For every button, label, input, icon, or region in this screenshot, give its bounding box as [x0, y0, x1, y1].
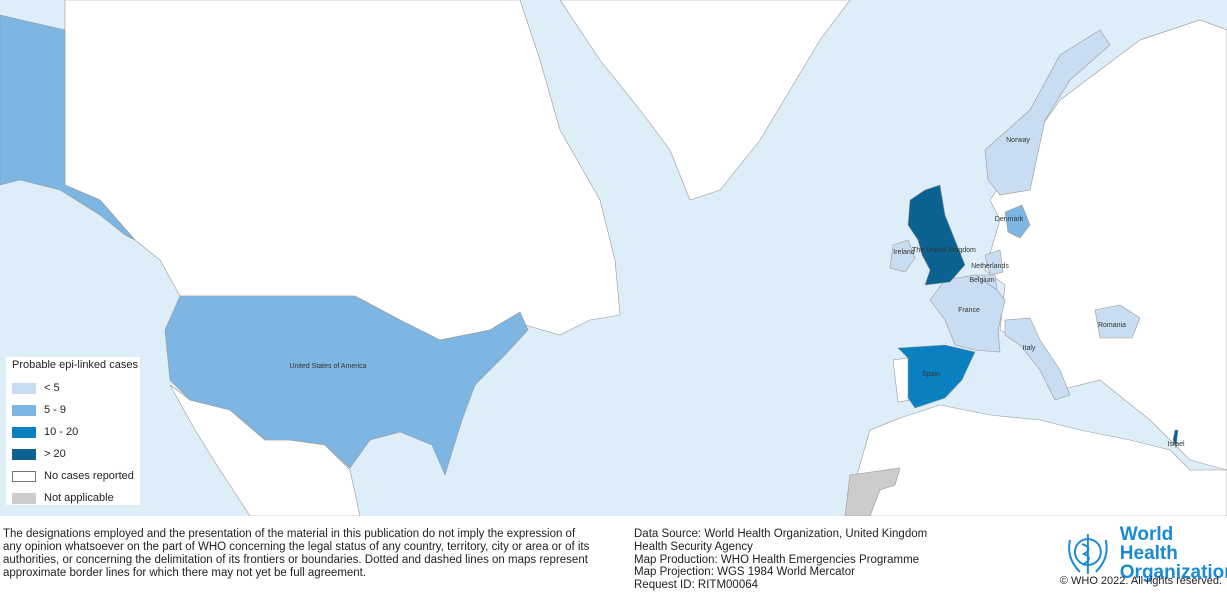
request-id: Request ID: RITM00064	[634, 579, 759, 592]
legend-item: < 5	[12, 377, 140, 399]
data-source: Data Source: World Health Organization, …	[634, 528, 928, 553]
legend-swatch	[12, 492, 36, 504]
country-spain	[897, 344, 976, 409]
label-spain: Spain	[922, 371, 940, 378]
legend-item: Not applicable	[12, 487, 140, 509]
country-ireland	[889, 239, 916, 273]
legend-swatch	[12, 382, 36, 394]
label-israel: Israel	[1167, 441, 1185, 448]
legend-item: 5 - 9	[12, 399, 140, 421]
western-sahara	[844, 467, 901, 516]
greenland	[559, 0, 851, 201]
legend-title: Probable epi-linked cases	[12, 359, 138, 371]
map: United States of America The United King…	[0, 0, 1227, 516]
who-emblem-icon	[1068, 533, 1108, 574]
label-denmark: Denmark	[995, 216, 1024, 223]
label-belgium: Belgium	[969, 277, 994, 284]
label-italy: Italy	[1023, 345, 1036, 352]
canada	[64, 0, 621, 341]
svg-text:United States of America: United States of America	[289, 363, 366, 370]
legend-label: No cases reported	[44, 470, 134, 482]
country-usa	[164, 295, 529, 476]
country-norway	[984, 29, 1111, 196]
country-italy	[1004, 317, 1071, 401]
copyright: © WHO 2022. All rights reserved.	[1059, 575, 1222, 587]
portugal	[892, 357, 911, 403]
map-legend: Probable epi-linked cases < 5 5 - 9 10 -…	[6, 357, 140, 505]
africa	[844, 404, 1227, 516]
label-france: France	[958, 307, 980, 314]
country-romania	[1094, 304, 1141, 339]
country-denmark	[1004, 204, 1031, 239]
legend-item: 10 - 20	[12, 421, 140, 443]
legend-swatch	[12, 470, 36, 482]
who-name-line2: Organization	[1119, 562, 1227, 583]
map-projection: Map Projection: WGS 1984 World Mercator	[634, 566, 855, 579]
map-production: Map Production: WHO Health Emergencies P…	[634, 553, 920, 566]
legend-label: > 20	[44, 448, 66, 460]
label-usa: United States of America	[289, 363, 366, 370]
label-netherlands: Netherlands	[971, 263, 1009, 270]
legend-label: 10 - 20	[44, 426, 79, 438]
legend-item: > 20	[12, 443, 140, 465]
label-ireland: Ireland	[893, 249, 915, 256]
country-france	[929, 274, 1006, 353]
legend-label: 5 - 9	[44, 404, 67, 416]
legend-swatch	[12, 404, 36, 416]
map-source-info: Data Source: World Health Organization, …	[634, 528, 934, 592]
label-norway: Norway	[1006, 137, 1030, 144]
legend-swatch	[12, 448, 36, 460]
disclaimer: The designations employed and the presen…	[3, 528, 590, 579]
country-alaska	[0, 14, 136, 241]
label-uk: The United Kingdom	[912, 247, 976, 254]
country-israel	[1172, 429, 1179, 449]
legend-label: < 5	[44, 382, 60, 394]
country-uk	[907, 184, 966, 286]
legend-item: No cases reported	[12, 465, 140, 487]
who-name-line1: World Health	[1119, 524, 1178, 564]
europe-mainland	[984, 19, 1227, 471]
label-romania: Romania	[1098, 322, 1126, 329]
country-netherlands	[984, 249, 1004, 276]
legend-swatch	[12, 426, 36, 438]
legend-label: Not applicable	[44, 492, 114, 504]
who-logo: World Health Organization	[1062, 525, 1227, 582]
